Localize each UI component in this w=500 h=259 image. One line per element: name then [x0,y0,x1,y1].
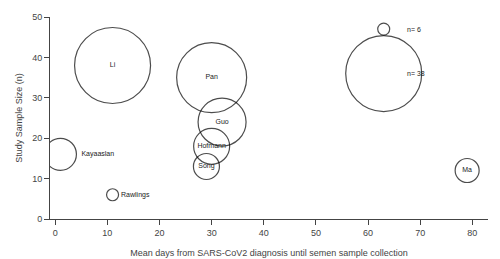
svg-text:n= 38: n= 38 [407,70,425,77]
svg-text:80: 80 [467,228,477,238]
svg-text:70: 70 [415,228,425,238]
svg-text:Hofmann: Hofmann [197,142,226,149]
svg-text:Study Sample Size (n): Study Sample Size (n) [14,73,24,163]
svg-text:Kayaaslan: Kayaaslan [81,150,114,158]
svg-text:10: 10 [102,228,112,238]
svg-text:30: 30 [32,93,42,103]
svg-text:Guo: Guo [215,118,228,125]
svg-text:0: 0 [37,214,42,224]
svg-text:60: 60 [363,228,373,238]
svg-text:Li: Li [110,61,116,68]
svg-text:n= 6: n= 6 [407,26,421,33]
svg-text:Ma: Ma [462,166,472,173]
svg-text:10: 10 [32,174,42,184]
svg-text:0: 0 [53,228,58,238]
svg-text:40: 40 [32,53,42,63]
svg-text:20: 20 [32,133,42,143]
svg-text:Song: Song [198,162,214,170]
svg-text:20: 20 [154,228,164,238]
svg-text:50: 50 [32,12,42,22]
svg-text:Pan: Pan [205,73,218,80]
svg-text:40: 40 [259,228,269,238]
svg-text:Mean days from SARS-CoV2 diagn: Mean days from SARS-CoV2 diagnosis until… [130,248,408,258]
svg-text:30: 30 [207,228,217,238]
svg-text:Rawlings: Rawlings [121,191,150,199]
svg-text:50: 50 [311,228,321,238]
